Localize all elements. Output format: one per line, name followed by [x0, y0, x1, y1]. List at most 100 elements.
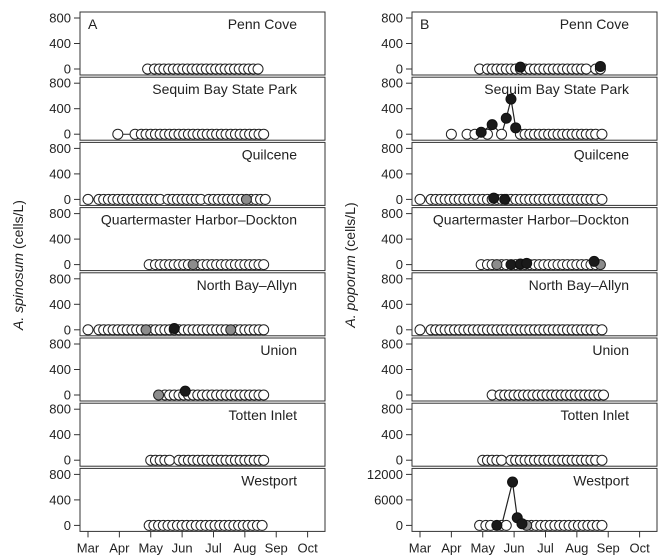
site-panel: 0 400 800 Union	[49, 337, 326, 403]
y-tick-label: 400	[381, 427, 403, 442]
data-point-open	[500, 519, 512, 531]
data-point-gray	[140, 324, 152, 336]
site-panel: 0 400 800 Sequim Bay State Park	[381, 76, 658, 142]
y-tick-label: 800	[381, 402, 403, 417]
data-point-gray	[491, 259, 503, 271]
data-point-gray	[187, 259, 199, 271]
site-name: Union	[592, 342, 629, 358]
data-point-black	[510, 122, 522, 134]
data-point-black	[594, 60, 606, 72]
y-axis-label-b: A. poporum (cells/L)	[342, 202, 358, 328]
data-point-black	[475, 126, 487, 138]
y-tick-label: 400	[381, 166, 403, 181]
data-point-open	[596, 193, 608, 205]
y-tick-label: 400	[49, 427, 71, 442]
data-point-open	[445, 128, 457, 140]
y-tick-label: 400	[49, 232, 71, 247]
data-point-open	[258, 454, 270, 466]
data-point-black	[179, 385, 191, 397]
y-tick-label: 0	[396, 453, 403, 468]
data-point-open	[414, 193, 426, 205]
y-tick-label: 400	[381, 232, 403, 247]
y-tick-label: 400	[381, 36, 403, 51]
data-point-black	[491, 519, 503, 531]
data-point-black	[514, 61, 526, 73]
site-name: Penn Cove	[560, 16, 629, 32]
y-axis-label-a-species: A. spinosum	[10, 253, 26, 331]
column-a: 0 400 800 Penn Cove 0 400 800 Sequim Bay State …	[49, 11, 326, 555]
data-point-black	[588, 255, 600, 267]
site-name: Sequim Bay State Park	[152, 81, 298, 97]
site-name: Quilcene	[242, 146, 297, 162]
y-tick-label: 800	[381, 76, 403, 91]
data-point-black	[488, 192, 500, 204]
x-tick-label: Apr	[441, 540, 462, 555]
site-panel: 0 400 800 Penn Cove	[49, 11, 326, 77]
site-panel: 0 6000 12000 Westport Mar Apr May Jun Jul Aug Sep O…	[367, 467, 658, 555]
y-tick-label: 800	[49, 11, 71, 26]
y-tick-label: 400	[381, 297, 403, 312]
y-tick-label: 400	[381, 101, 403, 116]
site-name: Westport	[241, 472, 297, 488]
y-tick-label: 6000	[374, 492, 403, 507]
y-tick-label: 0	[396, 388, 403, 403]
data-point-open	[164, 454, 176, 466]
site-name: North Bay–Allyn	[197, 277, 297, 293]
data-point-open	[496, 454, 508, 466]
data-point-open	[112, 128, 124, 140]
x-tick-label: Aug	[565, 540, 588, 555]
y-tick-label: 0	[396, 192, 403, 207]
site-panel: 0 400 800 Quartermaster Harbor–Dockton	[49, 206, 326, 272]
x-tick-label: Oct	[297, 540, 318, 555]
data-point-open	[258, 128, 270, 140]
y-tick-label: 400	[49, 362, 71, 377]
y-tick-label: 800	[49, 141, 71, 156]
y-tick-label: 400	[49, 492, 71, 507]
x-tick-label: May	[138, 540, 163, 555]
site-panel: 0 400 800 Penn Cove	[381, 11, 658, 77]
x-tick-label: Apr	[109, 540, 130, 555]
data-point-black	[486, 119, 498, 131]
y-tick-label: 0	[64, 453, 71, 468]
data-point-black	[507, 476, 519, 488]
data-point-open	[258, 259, 270, 271]
y-tick-label: 0	[396, 322, 403, 337]
y-tick-label: 800	[49, 337, 71, 352]
y-tick-label: 400	[49, 166, 71, 181]
site-panel: 0 400 800 North Bay–Allyn	[381, 271, 658, 337]
data-point-black	[505, 259, 517, 271]
x-tick-label: Sep	[265, 540, 288, 555]
site-panel: 0 400 800 Westport Mar Apr May Jun Jul Aug Sep Oct	[49, 467, 326, 555]
y-axis-label-a-unit: (cells/L)	[10, 200, 26, 253]
x-tick-label: Jul	[205, 540, 222, 555]
data-point-open	[82, 193, 94, 205]
x-tick-label: Mar	[409, 540, 432, 555]
data-point-gray	[240, 193, 252, 205]
panel-letter-b: B	[420, 16, 429, 32]
y-tick-label: 400	[381, 362, 403, 377]
x-tick-label: Jun	[504, 540, 525, 555]
data-point-gray	[225, 324, 237, 336]
y-tick-label: 0	[64, 257, 71, 272]
y-tick-label: 0	[64, 62, 71, 77]
x-tick-label: Jun	[172, 540, 193, 555]
data-point-open	[258, 389, 270, 401]
site-name: Quartermaster Harbor–Dockton	[101, 212, 297, 228]
y-axis-label-b-species: A. poporum	[342, 255, 358, 329]
site-name: Quartermaster Harbor–Dockton	[433, 212, 629, 228]
y-tick-label: 0	[64, 127, 71, 142]
data-point-black	[521, 257, 533, 269]
y-tick-label: 800	[49, 76, 71, 91]
y-tick-label: 800	[49, 402, 71, 417]
x-tick-label: Mar	[77, 540, 100, 555]
column-b: 0 400 800 Penn Cove 0 400 800 Sequim Bay State …	[367, 11, 658, 555]
x-tick-label: Sep	[597, 540, 620, 555]
data-point-open	[596, 128, 608, 140]
data-point-black	[505, 93, 517, 105]
y-tick-label: 400	[49, 101, 71, 116]
data-point-open	[598, 389, 610, 401]
y-tick-label: 12000	[367, 467, 403, 482]
y-tick-label: 800	[49, 271, 71, 286]
x-tick-label: May	[470, 540, 495, 555]
y-tick-label: 0	[64, 518, 71, 533]
